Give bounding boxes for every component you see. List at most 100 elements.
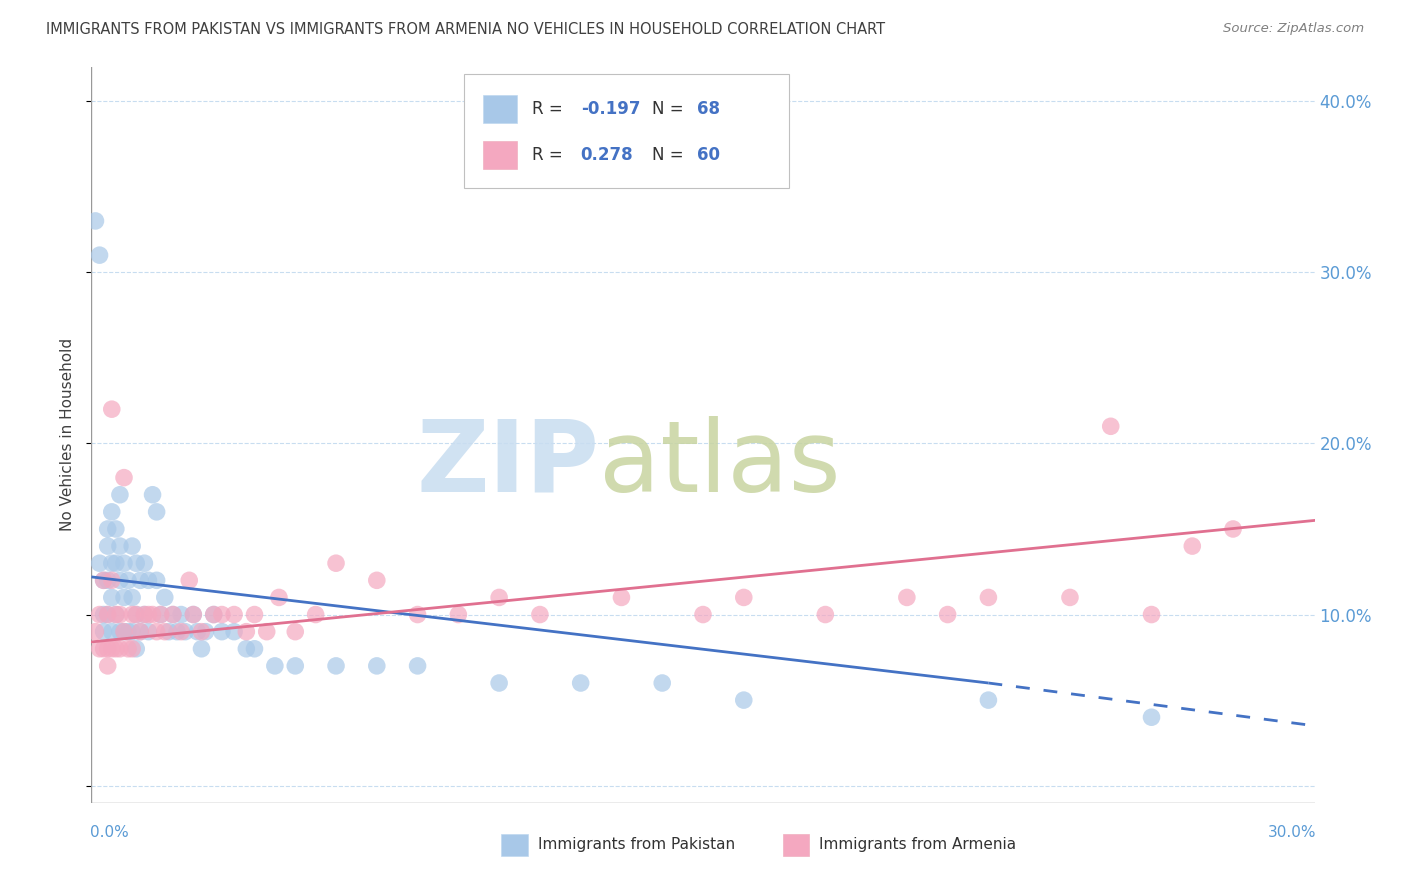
Point — [157, 624, 180, 639]
Point — [179, 574, 201, 588]
Point — [1099, 419, 1122, 434]
Point — [101, 624, 124, 639]
Point — [108, 607, 131, 622]
Y-axis label: No Vehicles in Household: No Vehicles in Household — [59, 338, 75, 532]
Point — [896, 591, 918, 605]
Text: ZIP: ZIP — [416, 416, 599, 513]
Point — [134, 556, 156, 570]
FancyBboxPatch shape — [482, 141, 517, 169]
Text: IMMIGRANTS FROM PAKISTAN VS IMMIGRANTS FROM ARMENIA NO VEHICLES IN HOUSEHOLD COR: IMMIGRANTS FROM PAKISTAN VS IMMIGRANTS F… — [46, 22, 886, 37]
Point — [121, 539, 143, 553]
Point — [112, 624, 135, 639]
Text: 60: 60 — [697, 146, 720, 164]
Point — [1059, 591, 1081, 605]
Point — [101, 574, 124, 588]
FancyBboxPatch shape — [464, 74, 789, 188]
Point — [84, 214, 107, 228]
Point — [89, 556, 111, 570]
Point — [243, 641, 266, 656]
Point — [162, 607, 184, 622]
Point — [104, 607, 127, 622]
Point — [101, 641, 124, 656]
Point — [153, 624, 176, 639]
Text: 30.0%: 30.0% — [1267, 825, 1316, 840]
Point — [108, 539, 131, 553]
Point — [93, 574, 115, 588]
Point — [211, 624, 233, 639]
Point — [366, 659, 388, 673]
Point — [125, 641, 148, 656]
Point — [211, 607, 233, 622]
Point — [108, 624, 131, 639]
Point — [977, 693, 1000, 707]
Point — [243, 607, 266, 622]
Point — [97, 522, 120, 536]
Point — [125, 556, 148, 570]
Point — [1181, 539, 1204, 553]
Point — [97, 659, 120, 673]
Point — [89, 641, 111, 656]
FancyBboxPatch shape — [501, 834, 529, 855]
Text: N =: N = — [651, 100, 689, 118]
Point — [190, 641, 212, 656]
Point — [194, 624, 217, 639]
Point — [1222, 522, 1244, 536]
Point — [121, 607, 143, 622]
Point — [97, 641, 120, 656]
Point — [97, 607, 120, 622]
Point — [138, 574, 160, 588]
Point — [284, 624, 307, 639]
Point — [145, 624, 167, 639]
Point — [117, 624, 139, 639]
Point — [89, 607, 111, 622]
Point — [93, 607, 115, 622]
Point — [733, 693, 755, 707]
Point — [488, 676, 510, 690]
Point — [183, 607, 205, 622]
Text: 0.0%: 0.0% — [90, 825, 129, 840]
Point — [97, 607, 120, 622]
Point — [145, 574, 167, 588]
Text: N =: N = — [651, 146, 689, 164]
Point — [93, 624, 115, 639]
Point — [104, 607, 127, 622]
Point — [569, 676, 592, 690]
FancyBboxPatch shape — [783, 834, 810, 855]
Point — [93, 574, 115, 588]
Point — [170, 607, 193, 622]
Point — [488, 591, 510, 605]
Point — [366, 574, 388, 588]
Point — [112, 624, 135, 639]
Point — [108, 641, 131, 656]
Point — [284, 659, 307, 673]
Point — [112, 556, 135, 570]
Point — [202, 607, 225, 622]
Point — [529, 607, 551, 622]
Point — [149, 607, 172, 622]
Text: Immigrants from Armenia: Immigrants from Armenia — [820, 838, 1017, 852]
Point — [129, 624, 152, 639]
Point — [93, 641, 115, 656]
Point — [129, 624, 152, 639]
Point — [121, 624, 143, 639]
Point — [610, 591, 633, 605]
Text: 68: 68 — [697, 100, 720, 118]
Point — [104, 522, 127, 536]
Point — [97, 574, 120, 588]
Point — [97, 539, 120, 553]
Text: 0.278: 0.278 — [581, 146, 633, 164]
Text: R =: R = — [531, 100, 568, 118]
Point — [325, 556, 347, 570]
Point — [162, 607, 184, 622]
FancyBboxPatch shape — [482, 95, 517, 123]
Point — [174, 624, 197, 639]
Point — [977, 591, 1000, 605]
Point — [692, 607, 714, 622]
Point — [129, 574, 152, 588]
Point — [134, 607, 156, 622]
Point — [406, 659, 429, 673]
Point — [121, 641, 143, 656]
Point — [170, 624, 193, 639]
Point — [134, 607, 156, 622]
Point — [256, 624, 278, 639]
